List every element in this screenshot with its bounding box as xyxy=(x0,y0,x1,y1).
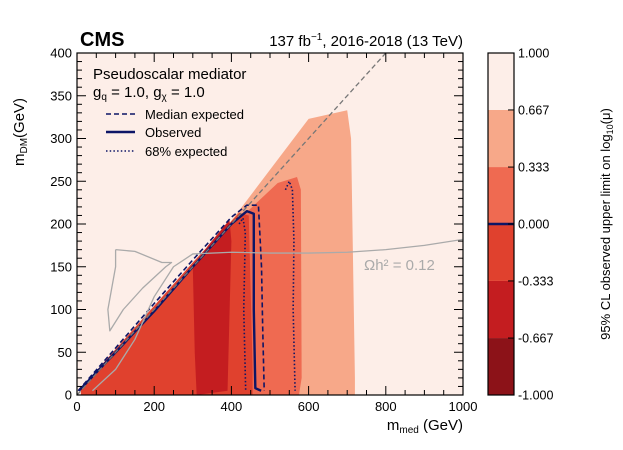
cms-label: CMS xyxy=(80,29,124,51)
series-line-68-expected-upper- xyxy=(284,180,296,391)
series-line-relic-density-island xyxy=(107,249,173,332)
series-line-median-expected xyxy=(77,204,266,392)
legend-label-observed: Observed xyxy=(145,125,201,140)
y-tick-label: 250 xyxy=(50,174,72,189)
series-line-68-expected-lower- xyxy=(238,217,247,391)
colorbar-frame xyxy=(487,52,515,396)
colorbar-swatch xyxy=(488,53,514,110)
series-line-diagonal-m-dm-m-med-2 xyxy=(77,53,387,395)
colorbar-tick-label: -0.333 xyxy=(518,274,553,288)
lumi-label: 137 fb−1, 2016-2018 (13 TeV) xyxy=(269,32,463,50)
colorbar: 1.000 0.667 0.333 0.000 -0.333 -0.667 -1.000 xyxy=(488,47,553,403)
legend-couplings: gq = 1.0, gχ = 1.0 xyxy=(93,84,205,103)
legend-model: Pseudoscalar mediator xyxy=(93,66,246,83)
colorbar-swatch xyxy=(488,109,514,168)
colorbar-swatch xyxy=(488,167,514,224)
colorbar-swatch xyxy=(488,338,514,395)
legend: Pseudoscalar mediator gq = 1.0, gχ = 1.0… xyxy=(93,66,246,159)
contour-lines xyxy=(77,53,463,395)
y-tick-label: 100 xyxy=(50,302,72,317)
colorbar-tick-label: -1.000 xyxy=(518,389,553,403)
region-band-neg0p333-0 xyxy=(192,219,232,395)
y-tick-label: 200 xyxy=(50,217,72,232)
y-tick-label: 0 xyxy=(65,388,72,403)
colorbar-tick-label: -0.667 xyxy=(518,332,553,346)
y-axis-title: mDM(GeV) xyxy=(11,98,30,166)
y-tick-label: 50 xyxy=(58,345,72,360)
legend-label-median: Median expected xyxy=(145,107,244,122)
series-line-relic-density-h-0-12 xyxy=(91,238,463,392)
x-tick-label: 1000 xyxy=(449,399,478,414)
x-tick-label: 600 xyxy=(298,399,320,414)
y-tick-label: 150 xyxy=(50,259,72,274)
x-tick-label: 0 xyxy=(73,399,80,414)
x-axis: 0 200 400 600 800 1000 xyxy=(73,53,477,414)
colorbar-swatch xyxy=(488,224,514,281)
x-tick-label: 400 xyxy=(221,399,243,414)
colorbar-tick-label: 0.667 xyxy=(518,103,549,117)
y-tick-label: 400 xyxy=(50,46,72,61)
colorbar-swatch xyxy=(488,280,514,339)
colorbar-tick-label: 0.000 xyxy=(518,218,549,232)
relic-annotation: Ωh² = 0.12 xyxy=(364,257,435,274)
legend-label-68: 68% expected xyxy=(145,144,227,159)
colorbar-tick-label: 0.333 xyxy=(518,161,549,175)
y-axis: 0 50 100 150 200 250 300 350 400 xyxy=(50,46,463,403)
colorbar-tick-label: 1.000 xyxy=(518,47,549,61)
y-tick-label: 350 xyxy=(50,88,72,103)
x-axis-title: mmed (GeV) xyxy=(387,417,463,436)
y-tick-label: 300 xyxy=(50,131,72,146)
series-line-observed xyxy=(78,209,262,392)
colorbar-title: 95% CL observed upper limit on log10(μ) xyxy=(598,108,615,340)
x-tick-label: 800 xyxy=(375,399,397,414)
x-tick-label: 200 xyxy=(143,399,165,414)
